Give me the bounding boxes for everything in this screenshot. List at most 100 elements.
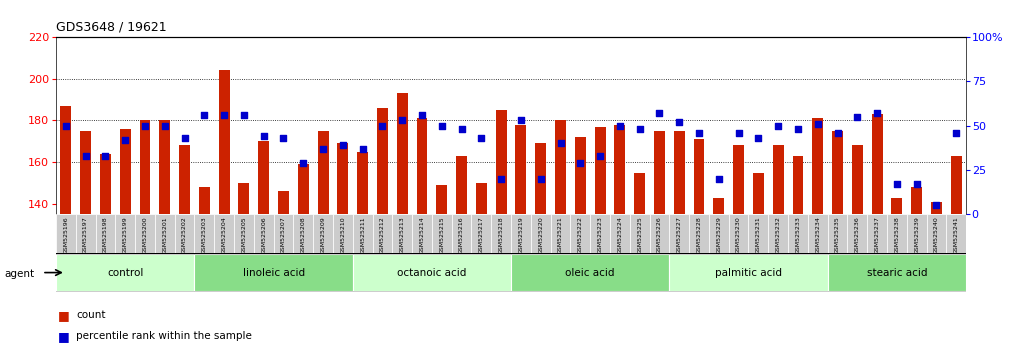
Text: count: count: [76, 310, 106, 320]
Bar: [274, 214, 293, 253]
Text: GDS3648 / 19621: GDS3648 / 19621: [56, 20, 167, 33]
Text: GSM525200: GSM525200: [142, 216, 147, 254]
Bar: [729, 214, 749, 253]
Text: GSM525241: GSM525241: [954, 216, 959, 254]
Bar: [219, 70, 230, 214]
Point: [414, 112, 430, 118]
Point: [493, 176, 510, 182]
Bar: [947, 214, 966, 253]
Text: GSM525218: GSM525218: [498, 216, 503, 254]
Bar: [595, 127, 605, 214]
Text: GSM525231: GSM525231: [756, 216, 761, 254]
Point: [58, 123, 74, 129]
Bar: [733, 145, 744, 214]
Bar: [75, 214, 96, 253]
Text: GSM525211: GSM525211: [360, 216, 365, 254]
Bar: [238, 183, 249, 214]
Bar: [100, 154, 111, 214]
Text: GSM525212: GSM525212: [380, 216, 384, 254]
Bar: [555, 120, 565, 214]
Text: GSM525238: GSM525238: [894, 216, 899, 254]
Bar: [571, 214, 590, 253]
Text: GSM525216: GSM525216: [459, 216, 464, 254]
Bar: [911, 187, 922, 214]
Point: [711, 176, 727, 182]
Text: GSM525227: GSM525227: [676, 216, 681, 254]
Text: GSM525207: GSM525207: [281, 216, 286, 254]
Bar: [669, 254, 828, 291]
Point: [355, 146, 371, 152]
Bar: [412, 214, 432, 253]
Bar: [669, 214, 690, 253]
Point: [315, 146, 332, 152]
Point: [157, 123, 173, 129]
Bar: [194, 214, 215, 253]
Bar: [788, 214, 807, 253]
Text: GSM525235: GSM525235: [835, 216, 840, 254]
Point: [573, 160, 589, 166]
Bar: [457, 156, 467, 214]
Text: GSM525206: GSM525206: [261, 216, 266, 254]
Point: [908, 181, 924, 187]
Bar: [630, 214, 650, 253]
Bar: [417, 118, 427, 214]
Text: GSM525202: GSM525202: [182, 216, 187, 254]
Point: [216, 112, 232, 118]
Text: GSM525228: GSM525228: [697, 216, 702, 254]
Bar: [512, 214, 531, 253]
Text: GSM525196: GSM525196: [63, 216, 68, 254]
Point: [691, 130, 707, 136]
Text: GSM525232: GSM525232: [776, 216, 781, 254]
Bar: [254, 214, 274, 253]
Bar: [160, 120, 170, 214]
Text: linoleic acid: linoleic acid: [242, 268, 305, 278]
Bar: [892, 198, 902, 214]
Point: [176, 135, 192, 141]
Bar: [907, 214, 926, 253]
Text: GSM525199: GSM525199: [123, 216, 128, 254]
Point: [651, 110, 667, 116]
Bar: [313, 214, 333, 253]
Bar: [120, 129, 130, 214]
Bar: [278, 191, 289, 214]
Bar: [175, 214, 194, 253]
Bar: [80, 131, 92, 214]
Point: [790, 126, 806, 132]
Point: [454, 126, 470, 132]
Bar: [234, 214, 254, 253]
Point: [276, 135, 292, 141]
Bar: [393, 214, 412, 253]
Bar: [432, 214, 452, 253]
Point: [196, 112, 213, 118]
Bar: [531, 214, 550, 253]
Text: GSM525225: GSM525225: [638, 216, 642, 254]
Point: [335, 142, 351, 148]
Bar: [298, 164, 309, 214]
Bar: [60, 106, 71, 214]
Bar: [847, 214, 868, 253]
Point: [255, 133, 272, 139]
Text: GSM525236: GSM525236: [855, 216, 859, 254]
Bar: [931, 202, 942, 214]
Bar: [397, 93, 408, 214]
Bar: [293, 214, 313, 253]
Bar: [199, 187, 210, 214]
Bar: [56, 254, 194, 291]
Text: GSM525223: GSM525223: [598, 216, 603, 254]
Bar: [926, 214, 947, 253]
Bar: [215, 214, 234, 253]
Point: [770, 123, 786, 129]
Point: [77, 153, 94, 159]
Bar: [654, 131, 665, 214]
Bar: [807, 214, 828, 253]
Text: GSM525208: GSM525208: [301, 216, 306, 254]
Bar: [610, 214, 630, 253]
Text: GSM525213: GSM525213: [400, 216, 405, 254]
Bar: [377, 108, 387, 214]
Text: GSM525204: GSM525204: [222, 216, 227, 254]
Text: percentile rank within the sample: percentile rank within the sample: [76, 331, 252, 341]
Point: [374, 123, 391, 129]
Point: [552, 141, 569, 146]
Bar: [550, 214, 571, 253]
Bar: [951, 156, 962, 214]
